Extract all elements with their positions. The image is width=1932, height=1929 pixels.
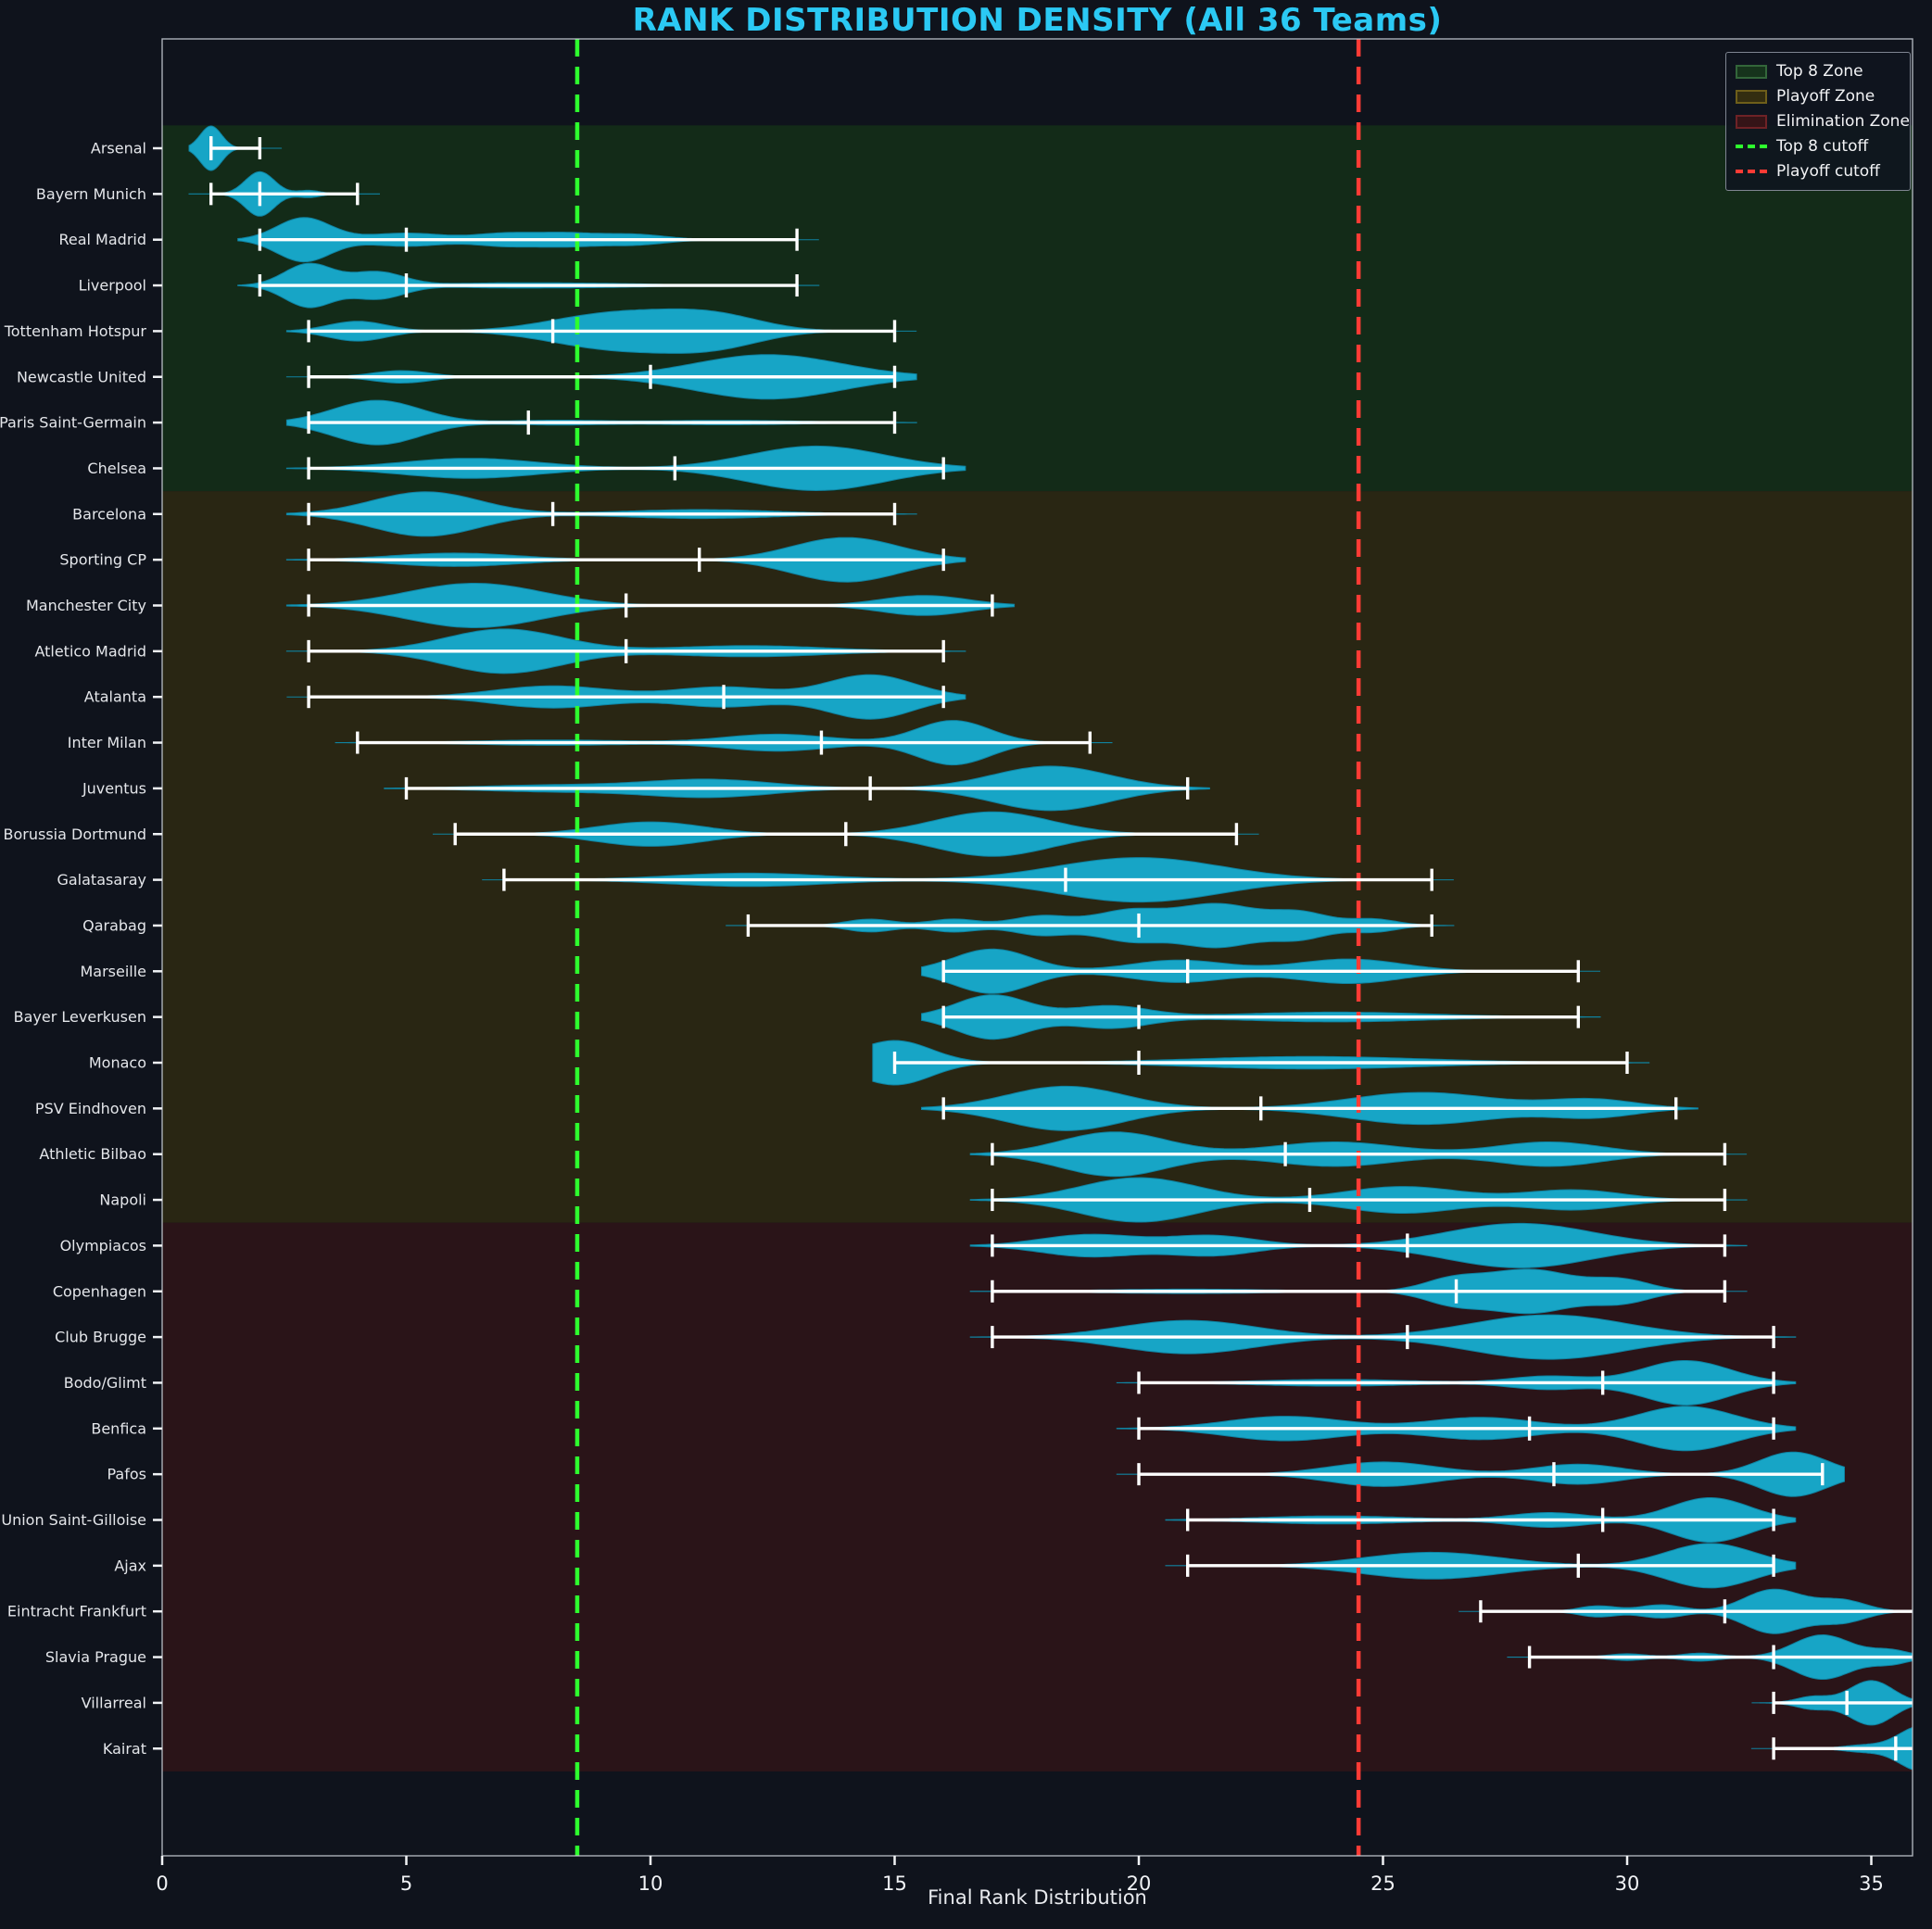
- legend-label: Top 8 cutoff: [1776, 137, 1869, 156]
- x-tick-label: 5: [400, 1872, 412, 1895]
- team-label: Monaco: [89, 1054, 146, 1072]
- team-label: Tottenham Hotspur: [4, 322, 147, 340]
- x-tick-label: 10: [638, 1872, 663, 1895]
- team-label: Bodo/Glimt: [64, 1374, 146, 1392]
- team-label: Inter Milan: [68, 734, 146, 751]
- x-tick-label: 0: [156, 1872, 168, 1895]
- team-label: Paris Saint-Germain: [0, 414, 146, 432]
- legend-label: Top 8 Zone: [1776, 62, 1863, 81]
- legend: Top 8 Zone Playoff Zone Elimination Zone…: [1725, 52, 1911, 191]
- team-label: Juventus: [82, 779, 146, 797]
- top8-zone-swatch-icon: [1736, 64, 1767, 79]
- team-label: Newcastle United: [17, 368, 146, 385]
- team-label: Sporting CP: [59, 551, 146, 569]
- legend-item-playoff-zone: Playoff Zone: [1736, 87, 1899, 106]
- team-label: Union Saint-Gilloise: [1, 1511, 146, 1529]
- team-label: Marseille: [80, 963, 146, 980]
- team-label: Bayern Munich: [36, 185, 146, 203]
- team-label: Napoli: [99, 1191, 146, 1209]
- x-tick-label: 35: [1859, 1872, 1884, 1895]
- team-label: Real Madrid: [58, 231, 146, 248]
- team-label: Bayer Leverkusen: [14, 1008, 146, 1026]
- x-axis-title: Final Rank Distribution: [928, 1886, 1147, 1909]
- team-label: Manchester City: [26, 597, 146, 614]
- zone-band-elimination: [162, 1222, 1913, 1771]
- axes-spines: [161, 38, 1913, 1857]
- red-dashed-line-icon: [1736, 170, 1767, 173]
- team-label: Eintracht Frankfurt: [7, 1603, 146, 1620]
- team-label: Barcelona: [72, 505, 146, 523]
- team-label: Slavia Prague: [45, 1648, 146, 1666]
- team-label: Benfica: [91, 1419, 146, 1437]
- legend-item-top8-cutoff: Top 8 cutoff: [1736, 137, 1899, 156]
- legend-label: Playoff Zone: [1776, 87, 1875, 106]
- legend-item-playoff-cutoff: Playoff cutoff: [1736, 162, 1899, 181]
- elimination-zone-swatch-icon: [1736, 114, 1767, 129]
- zone-band-top8: [162, 125, 1913, 492]
- team-label: Athletic Bilbao: [39, 1145, 146, 1163]
- team-label: Atalanta: [84, 688, 146, 706]
- team-label: Villarreal: [82, 1694, 146, 1711]
- team-label: Qarabag: [82, 916, 146, 934]
- team-label: Ajax: [114, 1557, 146, 1574]
- x-tick-label: 15: [882, 1872, 907, 1895]
- team-label: Atletico Madrid: [34, 642, 146, 660]
- chart-title: RANK DISTRIBUTION DENSITY (All 36 Teams): [632, 2, 1443, 39]
- team-label: Kairat: [103, 1740, 146, 1758]
- legend-label: Playoff cutoff: [1776, 162, 1880, 181]
- team-label: Liverpool: [79, 277, 146, 295]
- team-label: Borussia Dortmund: [4, 826, 146, 843]
- team-label: Galatasaray: [57, 871, 146, 889]
- x-tick-label: 20: [1127, 1872, 1152, 1895]
- legend-label: Elimination Zone: [1776, 112, 1910, 131]
- team-label: Chelsea: [87, 460, 146, 477]
- team-label: Pafos: [107, 1466, 147, 1483]
- legend-item-top8-zone: Top 8 Zone: [1736, 62, 1899, 81]
- team-label: Olympiacos: [60, 1237, 146, 1254]
- team-label: Copenhagen: [53, 1282, 146, 1300]
- team-label: Club Brugge: [55, 1329, 146, 1346]
- whiskers-layer: [208, 136, 1913, 1761]
- team-label: PSV Eindhoven: [35, 1100, 146, 1117]
- legend-item-elimination-zone: Elimination Zone: [1736, 112, 1910, 131]
- team-label: Arsenal: [91, 140, 146, 158]
- playoff-zone-swatch-icon: [1736, 89, 1767, 104]
- x-tick-label: 30: [1615, 1872, 1640, 1895]
- x-tick-label: 25: [1370, 1872, 1395, 1895]
- green-dashed-line-icon: [1736, 145, 1767, 148]
